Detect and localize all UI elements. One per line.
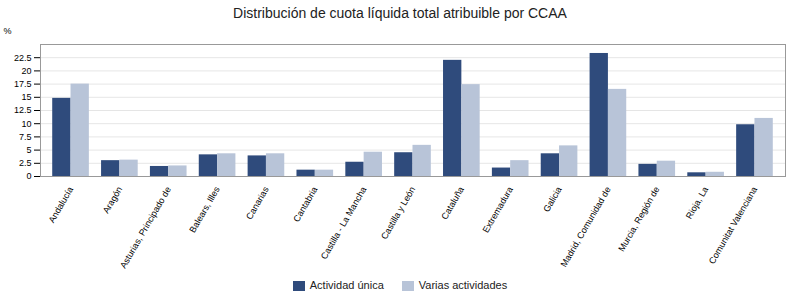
svg-text:Comunitat Valenciana: Comunitat Valenciana xyxy=(707,185,759,266)
svg-text:20: 20 xyxy=(21,66,31,76)
html-text:Distribución de cuota líquida: Distribución de cuota líquida total atri… xyxy=(233,5,567,21)
svg-text:Castilla - La Mancha: Castilla - La Mancha xyxy=(319,185,369,261)
svg-text:17.5: 17.5 xyxy=(14,79,32,89)
html-text:Varias actividades: Varias actividades xyxy=(418,279,508,291)
svg-text:%: % xyxy=(4,26,12,36)
svg-text:Aragón: Aragón xyxy=(101,185,124,215)
svg-text:Balears, Illes: Balears, Illes xyxy=(187,185,222,235)
svg-text:2.5: 2.5 xyxy=(19,158,32,168)
svg-text:12.5: 12.5 xyxy=(14,105,32,115)
svg-text:22.5: 22.5 xyxy=(14,53,32,63)
svg-text:Canarias: Canarias xyxy=(244,185,271,222)
svg-text:Cataluña: Cataluña xyxy=(439,185,466,221)
svg-text:Cantabria: Cantabria xyxy=(291,185,319,224)
svg-text:10: 10 xyxy=(21,119,31,129)
svg-text:Asturias, Principado de: Asturias, Principado de xyxy=(118,185,173,270)
svg-text:Castilla y León: Castilla y León xyxy=(379,185,417,241)
svg-text:Murcia, Región de: Murcia, Región de xyxy=(616,185,661,253)
svg-text:5: 5 xyxy=(26,145,31,155)
svg-text:Extremadura: Extremadura xyxy=(481,185,515,235)
svg-text:0: 0 xyxy=(26,171,31,181)
svg-text:15: 15 xyxy=(21,92,31,102)
svg-text:Madrid, Comunidad de: Madrid, Comunidad de xyxy=(558,185,612,269)
svg-text:7.5: 7.5 xyxy=(19,132,32,142)
svg-text:Andalucía: Andalucía xyxy=(47,185,76,225)
svg-text:Galicia: Galicia xyxy=(541,185,563,214)
html-text:Actividad única: Actividad única xyxy=(309,279,384,291)
svg-text:Rioja, La: Rioja, La xyxy=(684,185,710,221)
